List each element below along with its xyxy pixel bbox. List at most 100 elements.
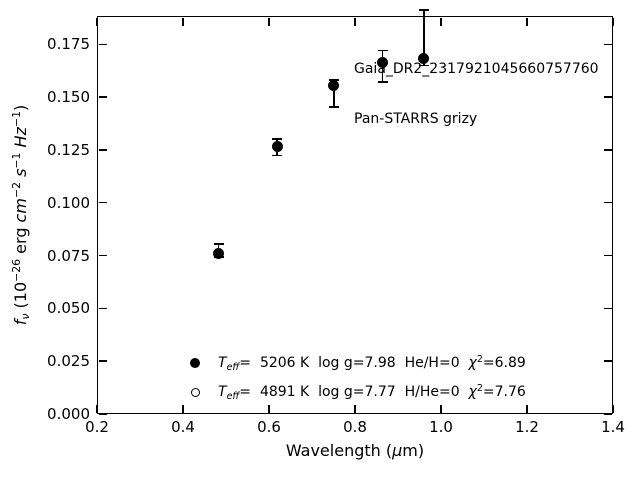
y-tick-left xyxy=(98,413,107,415)
text-fragment: Hz xyxy=(11,127,30,148)
y-tick-left xyxy=(98,43,107,46)
plot-area xyxy=(97,16,613,414)
x-tick-label: 0.4 xyxy=(171,418,195,436)
y-tick-right xyxy=(603,201,612,204)
legend-label: Teff= 4891 K log g=7.77 H/He=0 χ2=7.76 xyxy=(218,382,526,402)
errorbar-stem-i xyxy=(333,80,335,108)
text-fragment: (10 xyxy=(11,281,30,314)
x-tick-bottom xyxy=(526,404,528,413)
text-fragment: 2 xyxy=(476,382,483,394)
x-tick-bottom xyxy=(612,404,614,413)
text-fragment: −26 xyxy=(10,258,24,282)
text-fragment: 2 xyxy=(476,353,483,365)
x-tick-label: 0.6 xyxy=(257,418,281,436)
text-fragment: χ xyxy=(468,355,477,371)
x-tick-top xyxy=(354,17,356,26)
x-tick-label: 1.2 xyxy=(515,418,539,436)
errorbar-cap-top-r xyxy=(272,137,283,140)
errorbar-cap-bottom-i xyxy=(328,106,339,108)
y-tick-right xyxy=(603,96,612,98)
legend-label: Teff= 5206 K log g=7.98 He/H=0 χ2=6.89 xyxy=(218,353,526,373)
y-tick-right xyxy=(603,360,612,362)
y-tick-left xyxy=(98,254,107,257)
y-tick-right xyxy=(603,307,612,310)
text-fragment: −1 xyxy=(10,110,24,128)
y-tick-left xyxy=(98,360,107,362)
target-annotation: Gaia_DR2_2317921045660757760 Pan-STARRS … xyxy=(354,28,599,160)
x-tick-top xyxy=(182,17,184,26)
data-point-z xyxy=(377,56,389,68)
x-tick-label: 0.8 xyxy=(343,418,367,436)
errorbar-cap-bottom-z xyxy=(377,81,388,84)
filled-circle-icon xyxy=(190,358,200,368)
legend-row-model-2: Teff= 4891 K log g=7.77 H/He=0 χ2=7.76 xyxy=(190,382,526,402)
x-tick-top xyxy=(268,17,270,26)
errorbar-cap-top-g xyxy=(213,242,224,245)
y-axis-label: fν (10−26 erg cm−2 s−1 Hz−1) xyxy=(10,65,33,365)
text-fragment: −2 xyxy=(10,182,24,199)
y-tick-right xyxy=(603,149,612,151)
y-tick-left xyxy=(98,307,107,310)
x-axis-label: Wavelength (μm) xyxy=(255,441,455,460)
text-fragment: eff xyxy=(226,361,240,373)
x-tick-top xyxy=(440,17,442,26)
text-fragment: =7.76 xyxy=(482,384,526,400)
data-point-r xyxy=(271,141,283,153)
y-tick-left xyxy=(98,149,107,151)
y-tick-label: 0.025 xyxy=(47,352,90,371)
y-tick-left xyxy=(98,201,107,204)
text-fragment: eff xyxy=(226,390,240,402)
data-point-y xyxy=(418,52,430,64)
y-tick-label: 0.075 xyxy=(47,246,90,265)
errorbar-stem-y xyxy=(423,10,425,66)
y-tick-left xyxy=(98,96,107,98)
y-tick-right xyxy=(603,413,612,415)
open-circle-icon xyxy=(190,387,200,397)
y-tick-label: 0.150 xyxy=(47,88,90,107)
y-tick-label: 0.050 xyxy=(47,299,90,318)
y-tick-label: 0.125 xyxy=(47,140,90,159)
annotation-gaia-id: Gaia_DR2_2317921045660757760 xyxy=(354,61,599,77)
legend-row-model-1: Teff= 5206 K log g=7.98 He/H=0 χ2=6.89 xyxy=(190,353,526,373)
errorbar-cap-top-y xyxy=(418,9,429,12)
x-tick-bottom xyxy=(182,404,184,413)
text-fragment: μ xyxy=(392,441,403,460)
x-tick-label: 1.0 xyxy=(429,418,453,436)
text-fragment: cm xyxy=(11,198,30,223)
x-tick-bottom xyxy=(354,404,356,413)
x-tick-top xyxy=(526,17,528,26)
y-tick-label: 0.100 xyxy=(47,193,90,212)
text-fragment: T xyxy=(218,384,227,400)
x-tick-bottom xyxy=(440,404,442,413)
text-fragment: m) xyxy=(402,441,425,460)
x-tick-label: 1.4 xyxy=(601,418,625,436)
text-fragment: = xyxy=(239,384,260,400)
text-fragment: χ xyxy=(468,384,477,400)
y-tick-label: 0.000 xyxy=(47,405,90,423)
y-tick-right xyxy=(603,43,612,46)
errorbar-cap-bottom-r xyxy=(272,154,283,157)
x-tick-top xyxy=(96,17,98,26)
errorbar-cap-top-z xyxy=(377,49,388,52)
text-fragment: =6.89 xyxy=(482,355,526,371)
text-fragment xyxy=(11,147,30,152)
text-fragment: f xyxy=(11,319,30,326)
text-fragment: = xyxy=(239,355,260,371)
errorbar-cap-bottom-y xyxy=(418,64,429,67)
text-fragment: T xyxy=(218,355,227,371)
text-fragment: ν xyxy=(19,313,33,320)
text-fragment: 4891 K log g=7.77 H/He=0 xyxy=(259,384,469,400)
text-fragment: erg xyxy=(11,222,30,259)
x-tick-bottom xyxy=(268,404,270,413)
data-point-i xyxy=(328,79,340,91)
annotation-survey: Pan-STARRS grizy xyxy=(354,110,478,127)
x-tick-bottom xyxy=(96,404,98,413)
y-tick-right xyxy=(603,254,612,257)
text-fragment: Wavelength ( xyxy=(285,441,393,460)
data-point-g xyxy=(213,248,225,260)
text-fragment: −1 xyxy=(10,152,24,169)
text-fragment: s xyxy=(11,168,30,177)
x-tick-label: 0.2 xyxy=(85,418,109,436)
x-tick-top xyxy=(612,17,614,26)
